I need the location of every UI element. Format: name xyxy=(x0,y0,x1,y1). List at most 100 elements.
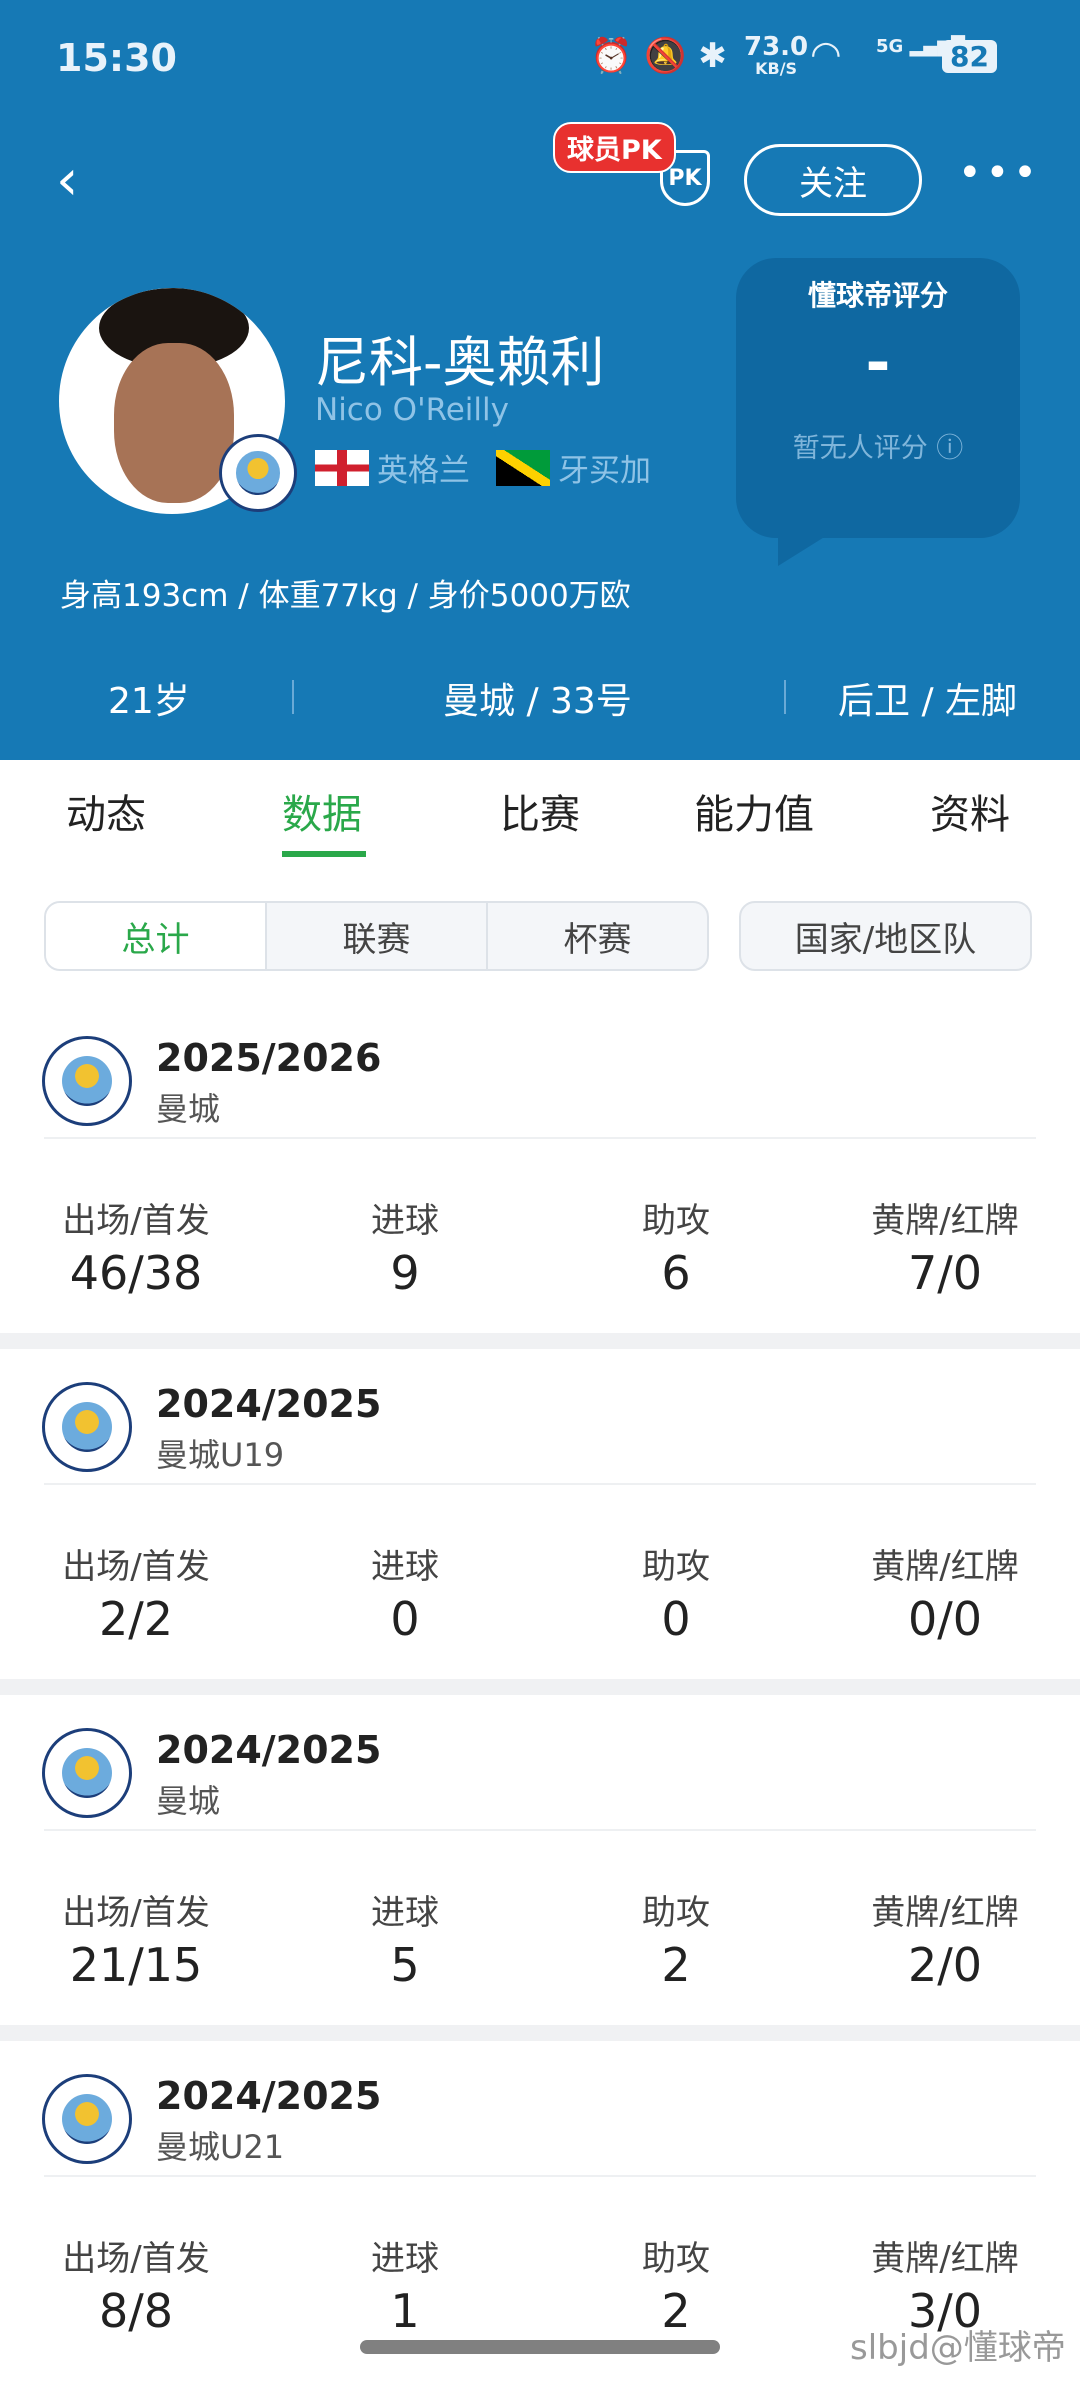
filter-cup[interactable]: 杯赛 xyxy=(563,919,632,960)
season-card[interactable]: 2024/2025 曼城U19 出场/首发 2/2 进球 0 助攻 0 黄牌/红… xyxy=(0,1382,1080,1712)
filter-league[interactable]: 联赛 xyxy=(267,903,488,969)
tab-feed[interactable]: 动态 xyxy=(66,792,146,838)
section-gap xyxy=(0,1679,1080,1695)
player-club-number: 曼城 / 33号 xyxy=(443,681,632,722)
stat-value: 2 xyxy=(661,2284,691,2338)
net-speed: 73.0 KB/S xyxy=(744,32,809,78)
stat-column: 黄牌/红牌 3/0 xyxy=(815,2231,1075,2338)
season-card[interactable]: 2025/2026 曼城 出场/首发 46/38 进球 9 助攻 6 黄牌/红牌… xyxy=(0,1036,1080,1366)
season-label: 2025/2026 xyxy=(156,1036,382,1080)
stat-column: 出场/首发 46/38 xyxy=(6,1193,266,1300)
stat-value: 7/0 xyxy=(907,1246,983,1300)
tab-matches[interactable]: 比赛 xyxy=(500,792,580,838)
stat-column: 黄牌/红牌 2/0 xyxy=(815,1885,1075,1992)
player-header: 15:30 ⏰ 🔕 ✱ 73.0 KB/S ◠ 5G ▂▄▆█ 82 ‹ PK 球… xyxy=(0,0,1080,760)
stat-column: 助攻 6 xyxy=(546,1193,806,1300)
battery-indicator: 82 xyxy=(942,40,997,73)
club-crest-icon xyxy=(42,1382,132,1472)
season-label: 2024/2025 xyxy=(156,2074,382,2118)
avatar xyxy=(59,288,285,514)
stat-label: 进球 xyxy=(371,2239,439,2279)
active-tab-indicator xyxy=(282,851,366,857)
rating-note: 暂无人评分 ⓘ xyxy=(792,433,964,464)
divider xyxy=(44,1137,1036,1139)
divider xyxy=(292,680,294,714)
more-icon[interactable]: ••• xyxy=(958,150,1041,196)
back-button[interactable]: ‹ xyxy=(56,148,79,213)
stat-column: 出场/首发 8/8 xyxy=(6,2231,266,2338)
stat-label: 黄牌/红牌 xyxy=(871,1547,1019,1587)
player-name-en: Nico O'Reilly xyxy=(315,392,509,428)
stat-column: 进球 1 xyxy=(275,2231,535,2338)
rating-box[interactable]: 懂球帝评分 - 暂无人评分 ⓘ xyxy=(736,258,1020,566)
divider xyxy=(44,1829,1036,1831)
watermark: slbjd@懂球帝 xyxy=(850,2328,1066,2368)
stat-value: 21/15 xyxy=(69,1938,203,1992)
stat-value: 0 xyxy=(661,1592,691,1646)
stat-label: 助攻 xyxy=(642,2239,710,2279)
jamaica-flag-icon xyxy=(496,449,550,486)
status-icons: ⏰ 🔕 ✱ xyxy=(590,36,727,76)
nationalities: 英格兰 牙买加 xyxy=(315,445,651,490)
wifi-icon: ◠ xyxy=(812,34,840,75)
player-pk-button[interactable]: PK xyxy=(660,150,710,206)
club-crest-icon xyxy=(42,1036,132,1126)
stat-column: 助攻 0 xyxy=(546,1539,806,1646)
stat-value: 6 xyxy=(661,1246,691,1300)
stat-label: 黄牌/红牌 xyxy=(871,1893,1019,1933)
tab-data[interactable]: 数据 xyxy=(282,792,362,838)
stat-value: 0 xyxy=(390,1592,420,1646)
stat-label: 助攻 xyxy=(642,1893,710,1933)
follow-button[interactable]: 关注 xyxy=(744,144,922,216)
stat-value: 2/2 xyxy=(98,1592,174,1646)
stat-value: 5 xyxy=(390,1938,420,1992)
tab-profile[interactable]: 资料 xyxy=(930,792,1010,838)
stat-label: 助攻 xyxy=(642,1547,710,1587)
season-card[interactable]: 2024/2025 曼城U21 出场/首发 8/8 进球 1 助攻 2 黄牌/红… xyxy=(0,2074,1080,2404)
stat-value: 2 xyxy=(661,1938,691,1992)
stat-label: 进球 xyxy=(371,1201,439,1241)
player-position-foot: 后卫 / 左脚 xyxy=(838,681,1018,722)
club-crest-icon xyxy=(42,2074,132,2164)
stat-column: 进球 9 xyxy=(275,1193,535,1300)
season-label: 2024/2025 xyxy=(156,1382,382,1426)
stat-value: 1 xyxy=(390,2284,420,2338)
divider xyxy=(44,1483,1036,1485)
stat-column: 进球 0 xyxy=(275,1539,535,1646)
stat-label: 出场/首发 xyxy=(62,2239,210,2279)
info-icon[interactable]: ⓘ xyxy=(936,433,964,464)
stat-label: 进球 xyxy=(371,1547,439,1587)
stat-label: 出场/首发 xyxy=(62,1201,210,1241)
nationality-1: 英格兰 xyxy=(377,453,470,489)
england-flag-icon xyxy=(315,449,369,486)
stat-label: 出场/首发 xyxy=(62,1893,210,1933)
filter-total[interactable]: 总计 xyxy=(46,903,267,969)
divider xyxy=(784,680,786,714)
player-name-cn: 尼科-奥赖利 xyxy=(315,331,605,394)
season-card[interactable]: 2024/2025 曼城 出场/首发 21/15 进球 5 助攻 2 黄牌/红牌… xyxy=(0,1728,1080,2058)
stat-column: 出场/首发 21/15 xyxy=(6,1885,266,1992)
filter-national[interactable]: 国家/地区队 xyxy=(794,919,977,960)
stat-column: 进球 5 xyxy=(275,1885,535,1992)
stat-column: 助攻 2 xyxy=(546,1885,806,1992)
home-indicator[interactable] xyxy=(360,2340,720,2354)
team-name: 曼城U19 xyxy=(156,1436,285,1474)
competition-filter: 总计 联赛 杯赛 xyxy=(44,901,709,971)
team-name: 曼城 xyxy=(156,1090,221,1128)
player-age: 21岁 xyxy=(108,681,190,722)
section-gap xyxy=(0,1333,1080,1349)
tab-abilities[interactable]: 能力值 xyxy=(694,792,814,838)
stat-label: 黄牌/红牌 xyxy=(871,1201,1019,1241)
season-label: 2024/2025 xyxy=(156,1728,382,1772)
stat-label: 出场/首发 xyxy=(62,1547,210,1587)
rating-title: 懂球帝评分 xyxy=(807,279,948,312)
team-name: 曼城U21 xyxy=(156,2128,285,2166)
stat-value: 46/38 xyxy=(69,1246,203,1300)
national-team-filter: 国家/地区队 xyxy=(739,901,1032,971)
stat-column: 助攻 2 xyxy=(546,2231,806,2338)
stat-value: 3/0 xyxy=(907,2284,983,2338)
stat-value: 2/0 xyxy=(907,1938,983,1992)
divider xyxy=(44,2175,1036,2177)
status-time: 15:30 xyxy=(56,36,177,80)
nationality-2: 牙买加 xyxy=(558,453,651,489)
